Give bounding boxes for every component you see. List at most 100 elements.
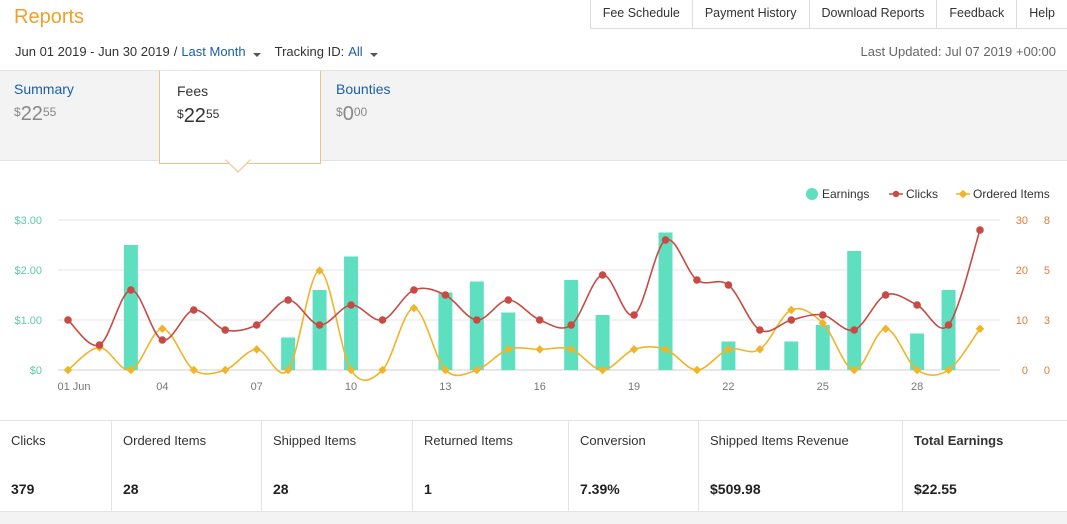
- stats-bar: Clicks 379 Ordered Items 28 Shipped Item…: [0, 420, 1067, 512]
- stat-clicks: Clicks 379: [0, 421, 112, 511]
- point-ordered-items: [535, 345, 544, 354]
- point-clicks: [567, 321, 575, 329]
- point-clicks: [158, 336, 167, 344]
- x-tick-label: 07: [251, 381, 263, 393]
- point-ordered-items: [126, 365, 136, 375]
- page-title: Reports: [14, 6, 85, 28]
- date-preset-dropdown[interactable]: Last Month: [181, 44, 261, 59]
- point-ordered-items: [944, 365, 953, 375]
- point-ordered-items: [566, 345, 576, 354]
- nav-help[interactable]: Help: [1029, 6, 1055, 20]
- point-ordered-items: [629, 345, 639, 354]
- bar-earnings: [595, 315, 610, 370]
- legend-swatch-earnings: [806, 188, 818, 200]
- nav-feedback[interactable]: Feedback: [937, 0, 1018, 28]
- tracking-id-dropdown[interactable]: All: [348, 44, 378, 59]
- point-ordered-items: [692, 365, 702, 375]
- stat-shipped-revenue: Shipped Items Revenue $509.98: [699, 421, 903, 511]
- point-clicks: [95, 341, 104, 349]
- tab-bounties[interactable]: Bounties $000: [336, 71, 476, 161]
- point-clicks: [504, 296, 513, 304]
- report-tabs: Summary $2255 Fees $2255 Bounties $000: [0, 70, 1067, 164]
- bar-earnings: [658, 232, 673, 370]
- tab-summary-amount: $2255: [14, 103, 57, 125]
- point-ordered-items: [975, 324, 985, 333]
- point-clicks: [347, 301, 355, 309]
- stat-label: Shipped Items Revenue: [710, 433, 849, 448]
- tab-fees-amount: $2255: [177, 105, 220, 127]
- y-tick-label-ordered: 8: [1044, 215, 1050, 227]
- nav-payment-history[interactable]: Payment History: [693, 0, 810, 28]
- chevron-down-icon: [369, 53, 378, 57]
- point-ordered-items: [158, 324, 167, 333]
- stat-value: 379: [11, 481, 35, 497]
- stat-label: Conversion: [580, 433, 646, 448]
- y-tick-label-clicks: 0: [1022, 365, 1028, 377]
- stat-value: 28: [273, 481, 289, 497]
- stat-label: Returned Items: [424, 433, 513, 448]
- point-ordered-items: [220, 365, 230, 375]
- tracking-id-value: All: [348, 44, 363, 59]
- nav-download-reports[interactable]: Download Reports: [810, 0, 938, 28]
- line-clicks: [67, 229, 981, 347]
- point-clicks: [473, 316, 481, 324]
- stat-value: $22.55: [914, 481, 957, 497]
- stat-label: Ordered Items: [123, 433, 207, 448]
- y-tick-label-earnings: $3.00: [14, 215, 42, 227]
- stat-value: 7.39%: [580, 481, 620, 497]
- point-ordered-items: [881, 324, 890, 333]
- point-clicks: [535, 316, 544, 324]
- point-clicks: [252, 321, 261, 329]
- earnings-chart: $0 $1.00 $2.00 $3.00 0 10 20 30 0 3 5 8 01 Jun 04 07 10…: [14, 187, 1050, 393]
- x-tick-label: 16: [534, 381, 546, 393]
- point-clicks: [315, 321, 324, 329]
- point-ordered-items: [283, 365, 293, 375]
- y-tick-label-earnings: $1.00: [14, 315, 42, 327]
- x-tick-label: 01 Jun: [57, 381, 90, 393]
- point-clicks: [693, 276, 701, 284]
- tab-fees-label: Fees: [177, 83, 209, 99]
- bar-earnings: [469, 281, 484, 370]
- legend-swatch-clicks: [892, 190, 900, 198]
- stat-value: 28: [123, 481, 139, 497]
- bar-earnings: [941, 290, 956, 370]
- x-tick-label: 25: [817, 381, 829, 393]
- point-ordered-items: [598, 365, 607, 375]
- point-ordered-items: [189, 365, 199, 375]
- stat-value: 1: [424, 481, 432, 497]
- y-tick-label-ordered: 0: [1044, 365, 1050, 377]
- tab-bounties-label: Bounties: [336, 81, 391, 97]
- tab-summary-label: Summary: [14, 81, 74, 97]
- nav-fee-schedule[interactable]: Fee Schedule: [591, 0, 693, 28]
- stat-conversion: Conversion 7.39%: [569, 421, 699, 511]
- stat-value: $509.98: [710, 481, 761, 497]
- point-clicks: [221, 326, 230, 334]
- x-tick-label: 22: [722, 381, 734, 393]
- point-ordered-items: [315, 266, 324, 275]
- point-ordered-items: [346, 365, 356, 375]
- point-ordered-items: [818, 318, 828, 328]
- top-nav: Fee Schedule Payment History Download Re…: [589, 0, 1067, 29]
- bar-earnings: [501, 312, 516, 370]
- stat-label: Clicks: [11, 433, 46, 448]
- legend-label: Clicks: [906, 187, 938, 201]
- point-clicks: [881, 291, 890, 299]
- date-separator: /: [173, 44, 178, 59]
- tab-summary[interactable]: Summary $2255: [14, 71, 154, 161]
- point-ordered-items: [504, 345, 513, 354]
- footer-strip: [0, 512, 1067, 524]
- point-clicks: [913, 301, 921, 309]
- stat-returned-items: Returned Items 1: [413, 421, 569, 511]
- y-tick-label-earnings: $0: [30, 365, 42, 377]
- point-clicks: [818, 311, 827, 319]
- bar-earnings: [438, 292, 453, 370]
- point-ordered-items: [409, 303, 419, 313]
- point-clicks: [756, 326, 764, 334]
- point-ordered-items: [787, 305, 796, 315]
- point-ordered-items: [472, 365, 482, 375]
- point-ordered-items: [252, 345, 261, 354]
- x-tick-label: 10: [345, 381, 357, 393]
- point-clicks: [410, 286, 418, 294]
- point-clicks: [787, 316, 796, 324]
- point-clicks: [850, 326, 859, 334]
